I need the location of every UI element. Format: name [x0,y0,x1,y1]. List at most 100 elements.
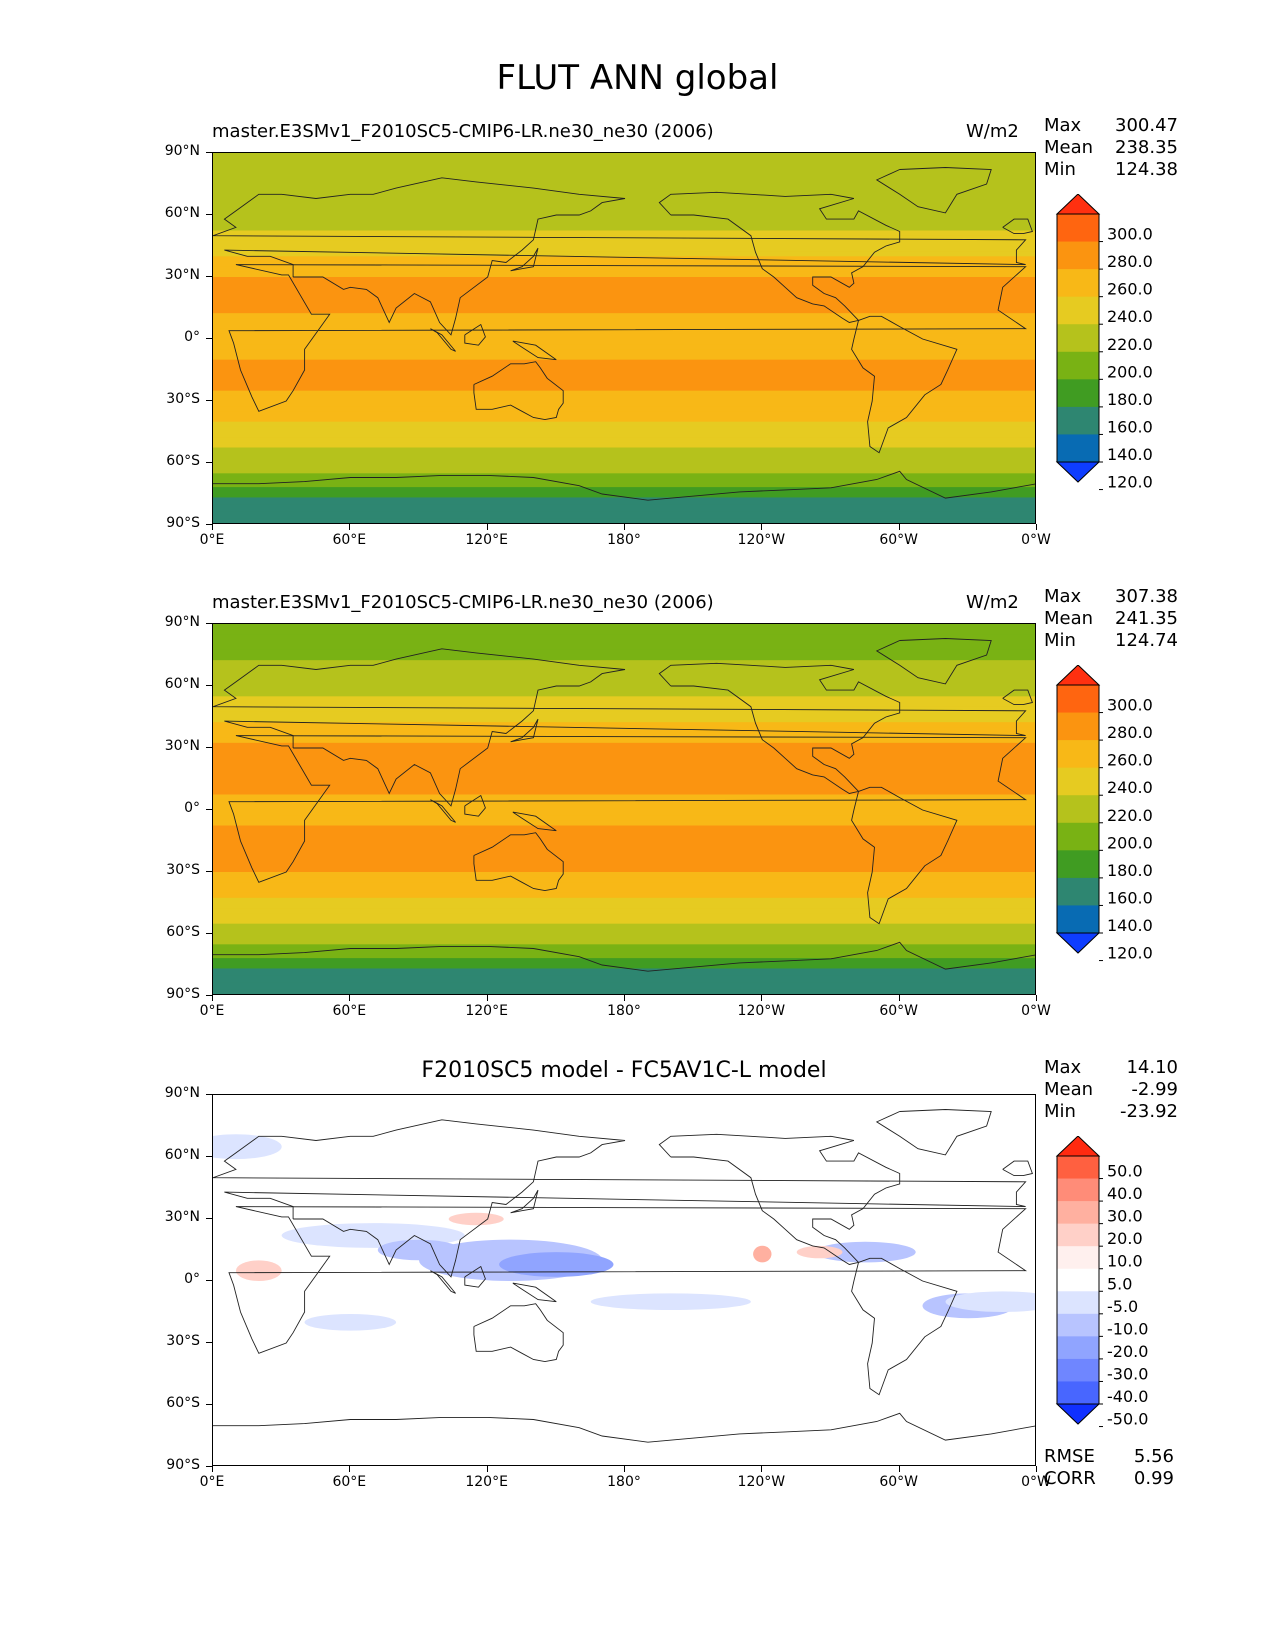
colorbar-segment [1057,241,1099,270]
lat-band [213,846,1035,852]
colorbar-segment [1057,1156,1099,1179]
lat-band [213,168,1035,175]
lat-band [213,944,1035,949]
colorbar-segment [1057,795,1099,824]
y-tick-mark [206,1404,212,1405]
lat-band [213,447,1035,454]
y-tick-label: 30°N [164,738,200,754]
lat-band [213,985,1035,990]
lat-band [213,978,1035,983]
colorbar-segment [1057,685,1099,713]
x-tick-mark [761,1466,763,1472]
x-tick-label: 120°E [465,1003,508,1019]
coastline-2 [658,191,901,323]
colorbar-outline [1056,684,1100,934]
coastline-2 [658,1133,901,1265]
lat-band [213,961,1035,966]
stat-max-value: 14.10 [1126,1057,1178,1078]
panel-2-map-svg [213,624,1035,994]
coastline-2 [658,662,901,794]
stat-mean-label: Mean [1044,137,1094,158]
lat-band [213,908,1035,914]
lat-band [213,758,1035,765]
lat-band [213,194,1035,201]
coastline-10 [464,323,486,346]
colorbar-segment [1057,324,1099,353]
colorbar-segment [1057,905,1099,934]
lat-band [213,768,1035,775]
stat-max-value: 300.47 [1115,115,1178,136]
lat-band [213,333,1035,340]
lat-band [213,318,1035,325]
x-tick-mark [486,1466,488,1472]
x-tick-mark [624,1466,625,1472]
anomaly-region [753,1245,772,1263]
coastline-8 [510,718,539,743]
lat-band [213,189,1035,195]
y-tick-mark [206,995,212,996]
colorbar-tick-label: 140.0 [1107,445,1153,464]
anomaly-region [796,1245,843,1259]
corr-label: CORR [1044,1468,1096,1489]
lat-band [213,670,1035,677]
panel-3-metrics: RMSE 5.56 CORR 0.99 [1044,1446,1174,1490]
lat-band [213,401,1035,407]
colorbar-tick-label: 260.0 [1107,751,1153,770]
stat-max-label: Max [1044,1057,1082,1078]
lat-band [213,521,1035,523]
lat-band [213,251,1035,257]
y-tick-label: 30°N [164,267,200,283]
coastline-4 [473,1303,564,1363]
y-tick-label: 60°N [164,205,200,221]
lat-band [213,830,1035,837]
lat-band [213,297,1035,304]
x-tick-mark [212,524,213,530]
lat-band [213,344,1035,350]
lat-band [213,877,1035,883]
y-tick-mark [206,1156,212,1157]
coastline-9 [1002,689,1033,706]
lat-band [213,209,1035,216]
y-tick-label: 90°S [166,515,200,531]
y-tick-mark [206,214,212,215]
lat-band [213,923,1035,930]
x-tick-label: 180° [607,532,641,548]
x-tick-mark [349,1466,351,1472]
lat-band [213,928,1035,935]
colorbar-segment [1057,1336,1099,1360]
y-tick-mark [206,1094,212,1095]
panel-2-units: W/m2 [966,592,1019,613]
colorbar-tick-label: 180.0 [1107,390,1153,409]
colorbar-segment [1057,877,1099,906]
x-tick-mark [212,995,213,1001]
y-tick-label: 30°S [166,862,200,878]
lat-band [213,882,1035,889]
x-tick-mark [1036,524,1037,530]
colorbar-segment [1057,740,1099,769]
coastline-6 [213,1412,1035,1443]
lat-band [213,737,1035,744]
lat-band [213,240,1035,247]
x-tick-label: 60°E [332,1003,367,1019]
lat-band [213,469,1035,474]
lat-band [213,370,1035,376]
lat-band [213,476,1035,481]
anomaly-region [590,1293,751,1310]
coastline-8 [510,247,539,272]
anomaly-region [448,1212,504,1226]
x-tick-label: 180° [607,1474,641,1490]
panel-3-colorbar: 50.0 40.0 30.0 20.0 10.0 5.0 -5.0 -10.0 -20.0 -30… [1055,1136,1148,1429]
colorbar-segment [1057,1223,1099,1247]
coastline-3 [851,1257,958,1396]
lat-band [213,866,1035,873]
y-tick-label: 60°S [166,1395,200,1411]
colorbar-extend-top [1055,194,1101,215]
lat-band [213,897,1035,904]
colorbar-tick-label: 280.0 [1107,723,1153,742]
y-tick-mark [206,809,212,810]
coastline-0 [228,264,1028,412]
corr-value: 0.99 [1133,1468,1174,1489]
colorbar-segment [1057,822,1099,851]
lat-band [213,271,1035,278]
x-tick-mark [1036,1466,1037,1472]
